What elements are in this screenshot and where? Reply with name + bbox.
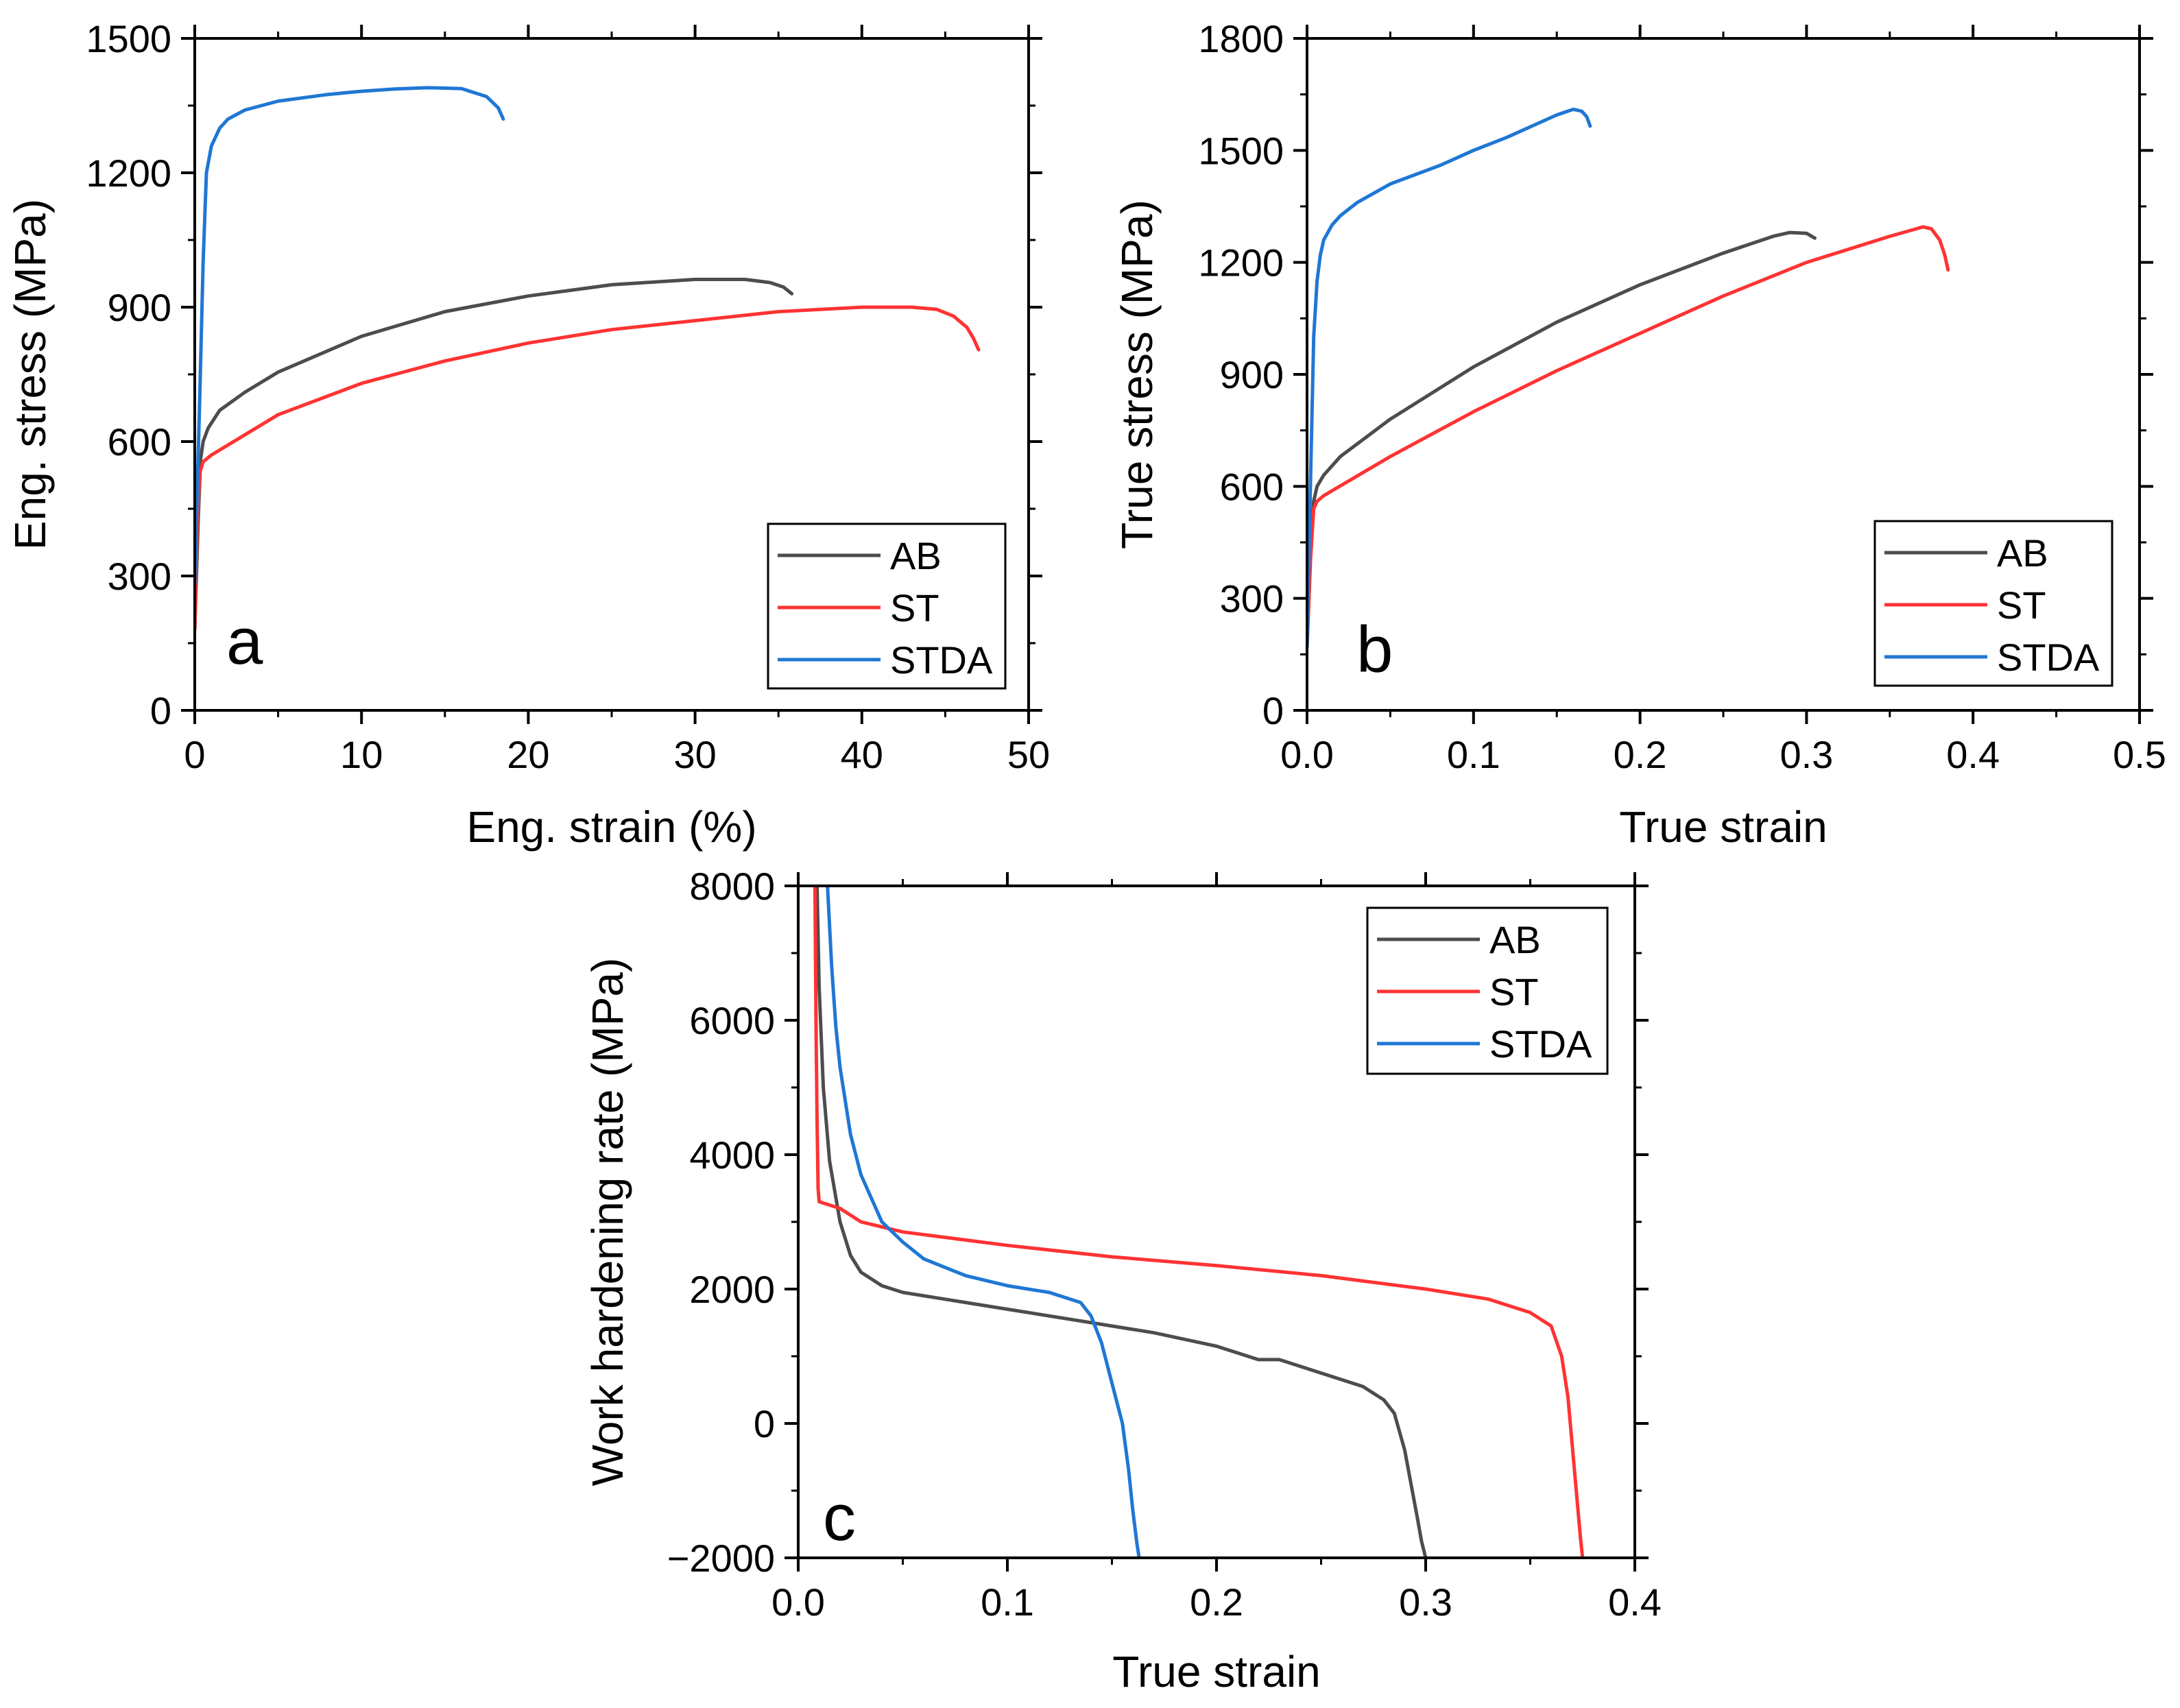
panel-a: 0 10 20 30 40 50 0 300 600 900 1200 1500 Eng. strain…	[5, 17, 1050, 852]
series-line-ab	[195, 278, 794, 632]
legend-label: STDA	[890, 638, 993, 682]
y-tick-label: 1200	[1198, 241, 1284, 285]
x-tick-label: 50	[1007, 733, 1050, 776]
panel-c: 0.0 0.1 0.2 0.3 0.4 −2000 0 2000 4000 6000 8000 Tru…	[583, 865, 1662, 1696]
panel-letter: c	[823, 1481, 856, 1554]
y-tick-label: 900	[108, 286, 171, 329]
y-tick-label: 1800	[1198, 17, 1284, 60]
y-tick-label: −2000	[667, 1537, 775, 1580]
y-tick-label: 2000	[689, 1268, 775, 1311]
legend-label: STDA	[1997, 636, 2100, 679]
x-axis-label: Eng. strain (%)	[466, 802, 756, 852]
series-line-st	[1307, 225, 1950, 649]
series-line-ab	[815, 886, 1428, 1558]
y-tick-label: 600	[108, 420, 171, 464]
legend-label: AB	[1997, 531, 2048, 575]
x-tick-label: 0.0	[771, 1580, 825, 1624]
y-tick-label: 300	[108, 555, 171, 598]
y-axis-label: True stress (MPa)	[1112, 200, 1162, 549]
y-tick-label: 1200	[86, 152, 171, 195]
x-tick-label: 0.3	[1399, 1580, 1452, 1624]
y-tick-label: 8000	[689, 865, 775, 908]
y-tick-label: 600	[1220, 465, 1284, 508]
series-line-st	[195, 305, 981, 632]
y-tick-label: 0	[1262, 689, 1284, 732]
legend-label: ST	[890, 586, 939, 629]
legend: AB ST STDA	[767, 522, 1007, 690]
legend-label: AB	[1489, 918, 1541, 961]
series-line-stda	[195, 86, 505, 587]
x-axis-label: True strain	[1619, 802, 1828, 852]
x-tick-label: 40	[841, 733, 883, 776]
panel-letter: a	[226, 605, 263, 678]
y-tick-label: 0	[150, 689, 171, 732]
y-tick-label: 300	[1220, 577, 1284, 621]
y-tick-label: 0	[754, 1402, 775, 1445]
x-tick-label: 0.2	[1190, 1580, 1243, 1624]
legend-label: ST	[1489, 970, 1539, 1013]
x-tick-label: 0.0	[1280, 733, 1334, 776]
series-line-stda	[1307, 107, 1592, 649]
y-axis-label: Eng. stress (MPa)	[5, 199, 55, 550]
x-tick-label: 0.3	[1780, 733, 1833, 776]
panel-b: 0.0 0.1 0.2 0.3 0.4 0.5 0 300 600 900 1200 1500 1800…	[1112, 17, 2166, 852]
x-tick-label: 0.1	[1447, 733, 1500, 776]
x-tick-label: 0.4	[1946, 733, 2000, 776]
series-line-ab	[1307, 230, 1817, 649]
series-line-stda	[826, 886, 1141, 1558]
legend-label: AB	[890, 534, 942, 577]
x-tick-label: 30	[673, 733, 716, 776]
y-tick-label: 6000	[689, 999, 775, 1042]
legend-label: STDA	[1489, 1022, 1592, 1066]
y-tick-label: 1500	[1198, 129, 1284, 172]
legend: AB ST STDA	[1366, 906, 1609, 1075]
y-tick-label: 1500	[86, 17, 171, 60]
series-line-st	[813, 886, 1585, 1558]
x-tick-label: 20	[507, 733, 549, 776]
y-axis-label: Work hardening rate (MPa)	[583, 958, 632, 1487]
legend-label: ST	[1997, 584, 2046, 627]
x-tick-label: 0.4	[1608, 1580, 1662, 1624]
x-axis-label: True strain	[1112, 1647, 1321, 1696]
x-tick-label: 0.5	[2113, 733, 2166, 776]
x-tick-label: 0.2	[1614, 733, 1667, 776]
panel-letter: b	[1356, 613, 1393, 686]
x-tick-label: 0.1	[981, 1580, 1034, 1624]
x-tick-label: 0	[184, 733, 205, 776]
y-tick-label: 900	[1220, 353, 1284, 396]
x-tick-label: 10	[340, 733, 383, 776]
y-tick-label: 4000	[689, 1133, 775, 1177]
legend: AB ST STDA	[1873, 520, 2113, 687]
